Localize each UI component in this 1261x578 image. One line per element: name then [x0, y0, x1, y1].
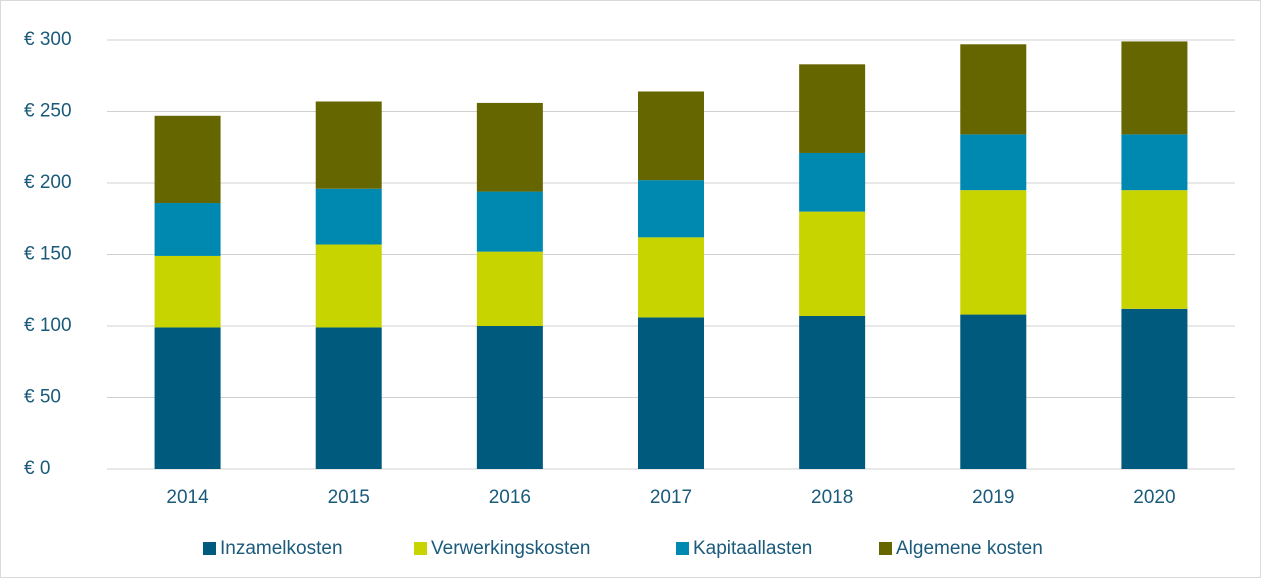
- y-tick-label: € 100: [24, 315, 72, 336]
- bar-segment: [638, 237, 704, 318]
- y-tick-label: € 0: [24, 458, 50, 479]
- bar-segment: [315, 327, 382, 469]
- bar-segment: [315, 244, 382, 328]
- bar-segment: [799, 64, 866, 153]
- y-tick-label: € 200: [24, 172, 72, 193]
- bar-segment: [799, 211, 866, 316]
- bar-segment: [799, 152, 866, 212]
- bar-segment: [960, 44, 1027, 135]
- x-tick-label: 2014: [166, 487, 209, 508]
- legend-swatch: [879, 542, 892, 555]
- y-tick-label: € 150: [24, 244, 72, 265]
- legend-label: Kapitaallasten: [693, 538, 812, 559]
- bar-segment: [476, 326, 543, 469]
- bar-segment: [1121, 308, 1188, 469]
- y-tick-label: € 250: [24, 101, 72, 122]
- legend-label: Algemene kosten: [896, 538, 1043, 559]
- bar-segment: [1121, 190, 1188, 309]
- x-tick-label: 2019: [972, 487, 1014, 508]
- bar-segment: [638, 180, 704, 238]
- legend-swatch: [414, 542, 427, 555]
- bar-segment: [960, 314, 1027, 469]
- x-tick-label: 2020: [1133, 487, 1175, 508]
- bar-segment: [315, 101, 382, 189]
- legend-label: Verwerkingskosten: [431, 538, 590, 559]
- x-tick-label: 2016: [489, 487, 531, 508]
- legend-swatch: [203, 542, 216, 555]
- bar-segment: [154, 115, 221, 204]
- bar-segment: [638, 91, 704, 181]
- bar-segment: [154, 255, 221, 328]
- x-tick-label: 2017: [650, 487, 692, 508]
- legend-swatch: [676, 542, 689, 555]
- bar-segment: [154, 203, 221, 256]
- bar-segment: [960, 134, 1027, 191]
- bar-segment: [799, 315, 866, 469]
- bar-segment: [638, 317, 704, 469]
- y-tick-label: € 300: [24, 29, 72, 50]
- bar-segment: [960, 190, 1027, 315]
- legend-label: Inzamelkosten: [220, 538, 343, 559]
- x-tick-label: 2015: [328, 487, 370, 508]
- bar-segment: [476, 191, 543, 252]
- x-tick-label: 2018: [811, 487, 853, 508]
- bar-segment: [315, 188, 382, 245]
- bar-segment: [1121, 41, 1188, 135]
- bar-segment: [154, 327, 221, 469]
- y-tick-label: € 50: [24, 387, 61, 408]
- bar-segment: [476, 102, 543, 192]
- bar-segment: [1121, 134, 1188, 191]
- bar-segment: [476, 251, 543, 326]
